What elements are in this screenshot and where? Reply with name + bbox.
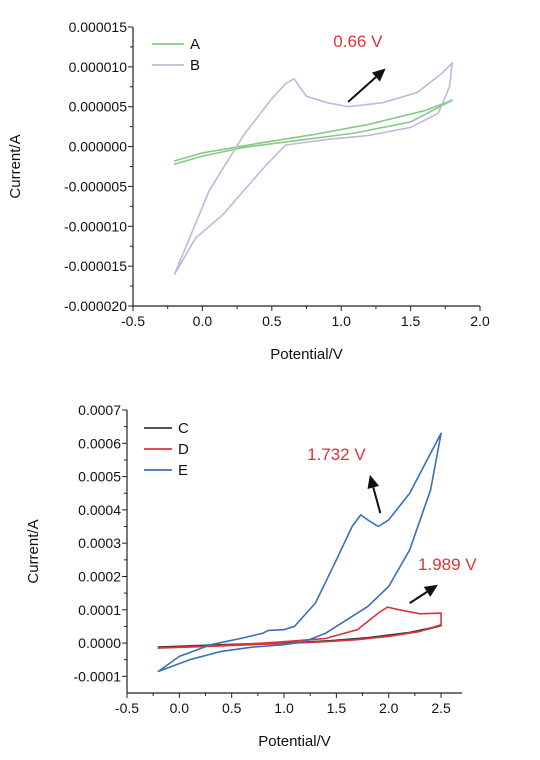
chart-1-x-tick-label: 0.0	[170, 700, 190, 716]
chart-0-y-tick-label: 0.000000	[69, 139, 128, 155]
chart-1-x-tick-label: 0.5	[222, 700, 242, 716]
chart-0-y-tick-label: 0.000015	[69, 19, 128, 35]
chart-0-x-tick-label: 1.5	[401, 313, 421, 329]
chart-1-legend-label-e: E	[178, 462, 188, 479]
chart-0-peak-annotation-0: 0.66 V	[333, 32, 383, 51]
chart-0-x-tick-label: 1.0	[331, 313, 351, 329]
chart-0-arrow-head-0	[371, 68, 386, 82]
chart-0-y-tick-label: 0.000010	[69, 59, 128, 75]
chart-1-series-c-line	[157, 624, 442, 648]
chart-1-y-axis-title: Current/A	[25, 519, 42, 583]
chart-0-arrow-shaft-0	[347, 76, 377, 103]
chart-1-arrow-head-0	[367, 474, 380, 490]
chart-1-y-tick-label: 0.0006	[78, 435, 121, 451]
chart-1-x-tick-label: -0.5	[115, 700, 139, 716]
chart-0-y-tick-label: 0.000005	[69, 99, 128, 115]
chart-1-arrow-shaft-1	[409, 591, 428, 604]
chart-1-y-tick-label: 0.0007	[78, 402, 121, 418]
chart-1-arrow-shaft-0	[372, 487, 382, 514]
chart-1-legend-label-d: D	[178, 441, 189, 458]
chart-0-x-tick-label: 2.0	[470, 313, 490, 329]
chart-1-y-tick-label: 0.0000	[78, 635, 121, 651]
chart-0-legend-label-a: A	[190, 36, 200, 53]
chart-1-x-tick-label: 1.0	[274, 700, 294, 716]
chart-0-legend-label-b: B	[190, 57, 200, 74]
chart-1-x-tick-label: 2.5	[431, 700, 451, 716]
chart-1-y-tick-label: 0.0001	[78, 602, 121, 618]
chart-bottom: -0.5 0.0 0.5 1.0 1.5 2.0 2.5 0.0007 0.0006 0.0005…	[25, 402, 477, 750]
chart-0-y-tick-label: -0.000015	[64, 258, 127, 274]
chart-1-x-tick-label: 2.0	[379, 700, 399, 716]
chart-1-y-tick-label: 0.0002	[78, 568, 121, 584]
chart-0-series-b-line	[173, 62, 454, 275]
chart-1-legend-label-c: C	[178, 420, 189, 437]
chart-1-x-tick-label: 1.5	[327, 700, 347, 716]
chart-1-peak-annotation-1: 1.989 V	[418, 555, 477, 574]
chart-1-y-tick-label: -0.0001	[74, 668, 122, 684]
chart-0-x-tick-label: 0.0	[193, 313, 213, 329]
chart-1-y-tick-label: 0.0005	[78, 469, 121, 485]
chart-top: -0.5 0.0 0.5 1.0 1.5 2.0 0.000015 0.000010 0.000…	[7, 19, 490, 363]
chart-0-y-tick-label: -0.000010	[64, 218, 127, 234]
chart-0-y-tick-label: -0.000005	[64, 178, 127, 194]
chart-1-peak-annotation-0: 1.732 V	[307, 445, 366, 464]
chart-0-x-axis-title: Potential/V	[270, 346, 343, 363]
chart-1-arrow-head-1	[423, 584, 438, 597]
chart-1-y-tick-label: 0.0004	[78, 502, 121, 518]
chart-1-x-axis-title: Potential/V	[258, 733, 331, 750]
chart-1-y-tick-label: 0.0003	[78, 535, 121, 551]
chart-0-y-tick-label: -0.000020	[64, 298, 127, 314]
chart-0-series-a-line	[173, 99, 454, 165]
chart-0-y-axis-title: Current/A	[7, 134, 24, 198]
chart-1-series-e-line	[157, 432, 442, 673]
chart-0-x-tick-label: 0.5	[262, 313, 282, 329]
chart-0-x-tick-label: -0.5	[121, 313, 145, 329]
